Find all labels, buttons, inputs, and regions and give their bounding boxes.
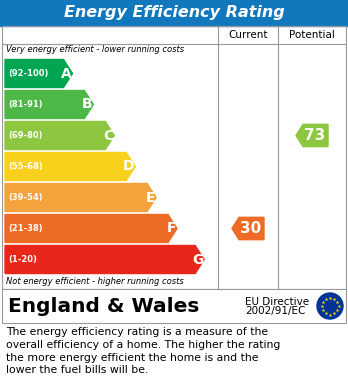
Polygon shape (5, 59, 72, 88)
Text: (1-20): (1-20) (8, 255, 37, 264)
Polygon shape (5, 246, 204, 273)
Text: EU Directive: EU Directive (245, 297, 309, 307)
Text: B: B (82, 97, 93, 111)
Text: Not energy efficient - higher running costs: Not energy efficient - higher running co… (6, 277, 184, 286)
Text: (55-68): (55-68) (8, 162, 43, 171)
Text: Energy Efficiency Rating: Energy Efficiency Rating (64, 5, 284, 20)
Text: E: E (145, 190, 155, 204)
Text: England & Wales: England & Wales (8, 296, 199, 316)
Text: 2002/91/EC: 2002/91/EC (245, 306, 306, 316)
Polygon shape (296, 124, 328, 147)
Text: 73: 73 (304, 128, 326, 143)
Text: 30: 30 (240, 221, 262, 236)
Polygon shape (5, 90, 93, 118)
Text: (21-38): (21-38) (8, 224, 42, 233)
Bar (0, 0, 348, 26)
Text: (92-100): (92-100) (8, 69, 48, 78)
Text: Very energy efficient - lower running costs: Very energy efficient - lower running co… (6, 45, 184, 54)
Text: G: G (192, 253, 203, 267)
Polygon shape (5, 215, 177, 242)
Text: Current: Current (228, 30, 268, 40)
Polygon shape (5, 183, 156, 212)
Text: (81-91): (81-91) (8, 100, 42, 109)
Polygon shape (5, 152, 135, 181)
Bar (2, 289, 346, 323)
Text: A: A (61, 66, 72, 81)
Bar (2, 26, 346, 289)
Text: C: C (103, 129, 113, 142)
Text: (39-54): (39-54) (8, 193, 42, 202)
Text: D: D (123, 160, 134, 174)
Circle shape (317, 293, 343, 319)
Text: The energy efficiency rating is a measure of the
overall efficiency of a home. T: The energy efficiency rating is a measur… (6, 327, 280, 375)
Polygon shape (232, 217, 264, 240)
Text: F: F (167, 221, 176, 235)
Polygon shape (5, 122, 114, 149)
Text: (69-80): (69-80) (8, 131, 42, 140)
Text: Potential: Potential (289, 30, 335, 40)
